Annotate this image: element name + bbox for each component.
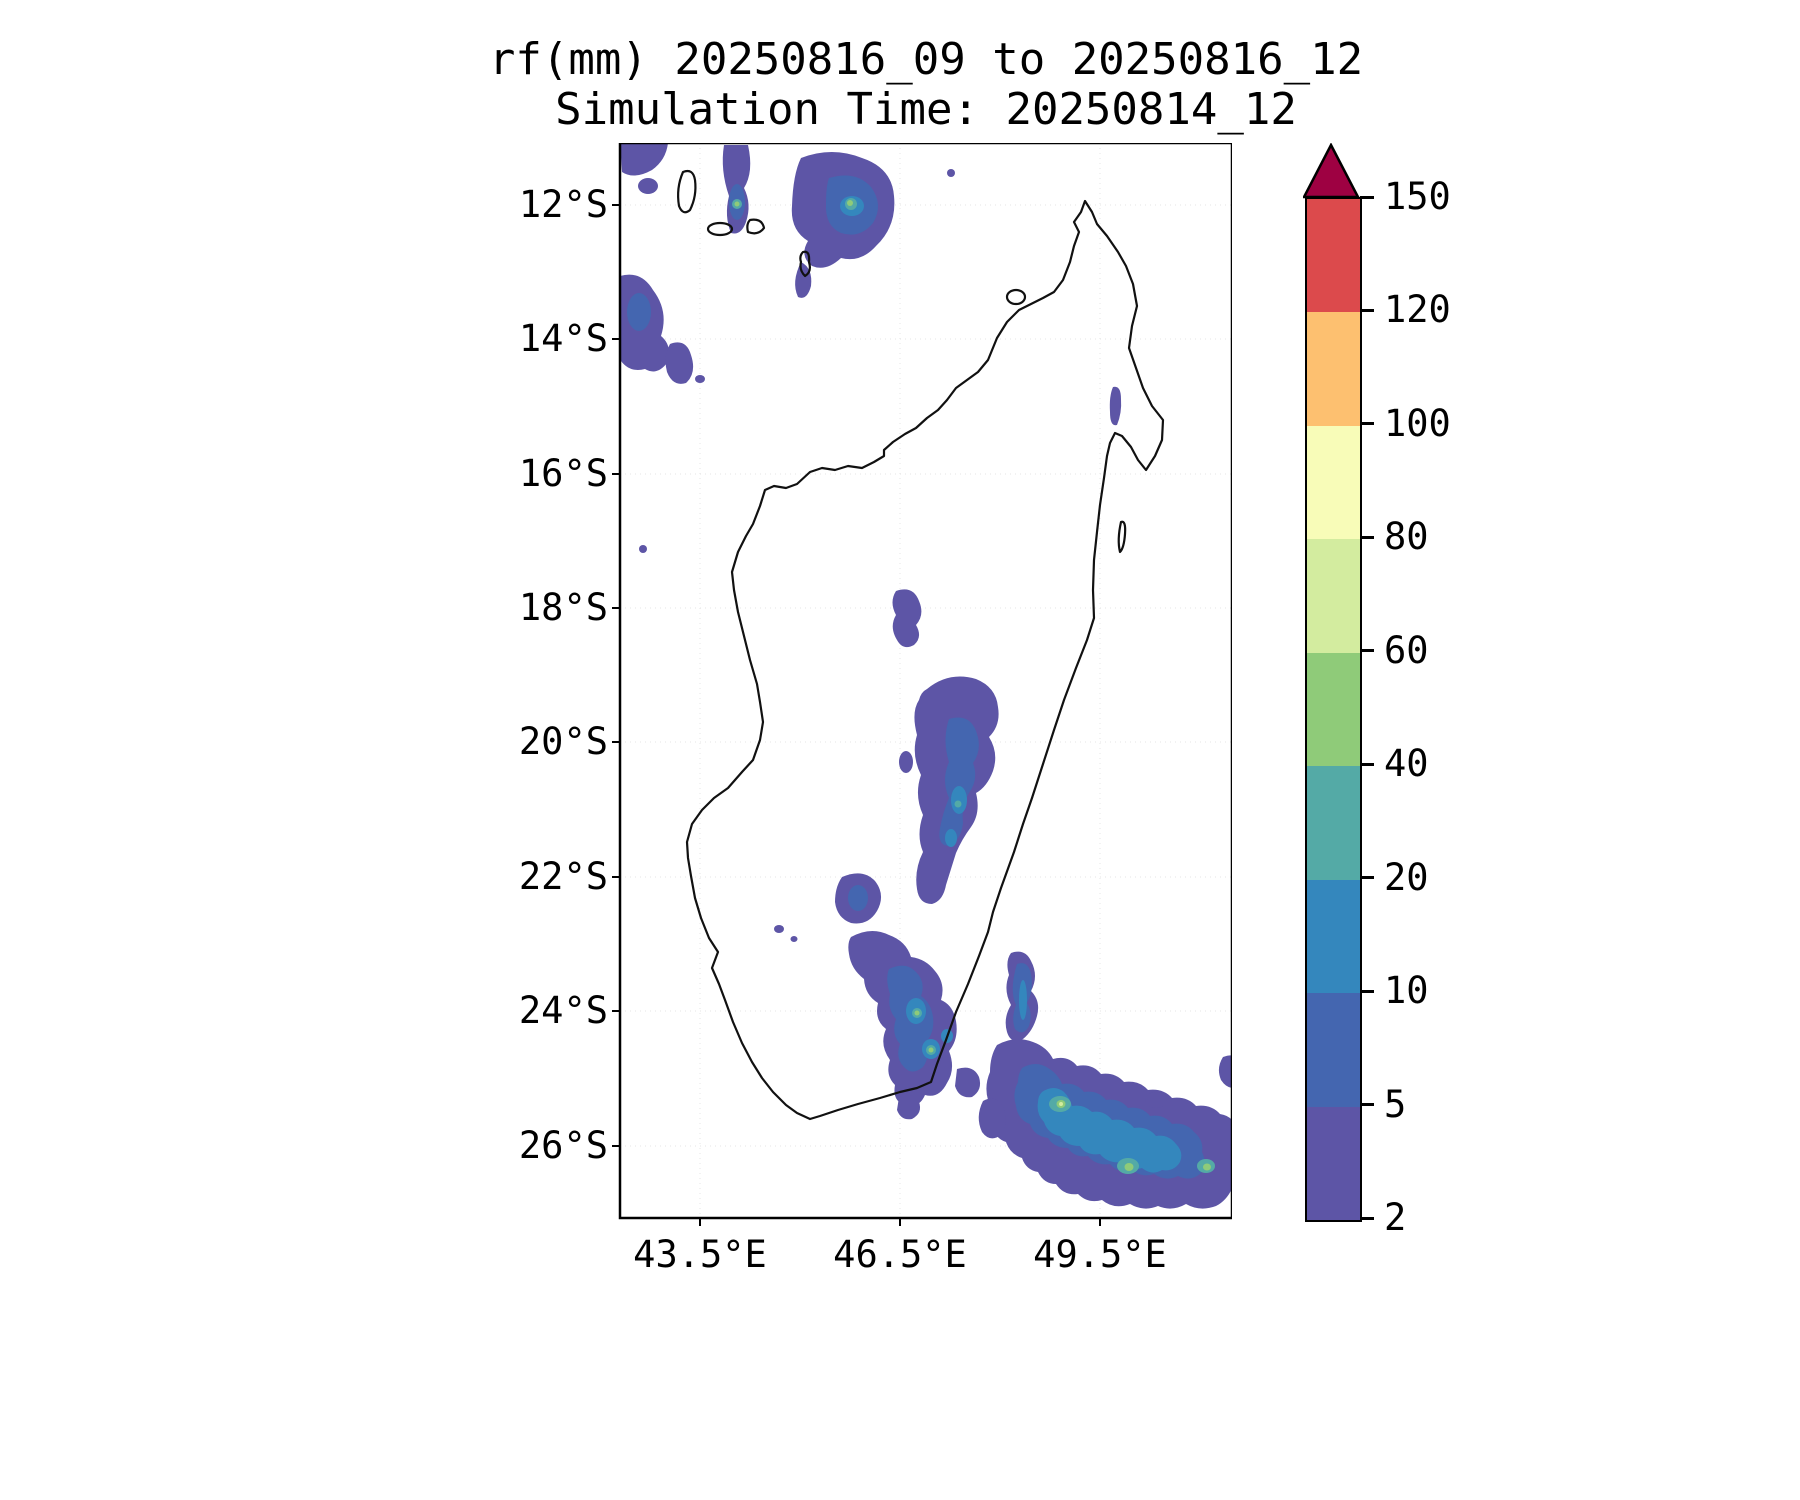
y-tick-label: 20°S [518, 720, 608, 763]
colorbar-tick [1360, 989, 1374, 993]
y-tick-label: 18°S [518, 586, 608, 629]
rain-sw-blob-5 [848, 885, 868, 911]
rain-highlands-10a [951, 786, 967, 814]
x-tick-label: 46.5°E [833, 1233, 967, 1276]
rain-south-tail [897, 1094, 921, 1120]
colorbar-tick-label: 40 [1384, 742, 1429, 786]
colorbar-segment-2-5 [1307, 1106, 1360, 1220]
y-tick-label: 14°S [518, 317, 608, 360]
rain-se-arm-10 [1019, 980, 1027, 1020]
colorbar-tick-label: 60 [1384, 628, 1429, 672]
colorbar-tick-label: 2 [1384, 1196, 1407, 1239]
colorbar-tick [1360, 308, 1374, 312]
colorbar-segment-120-150 [1307, 199, 1360, 313]
colorbar-tick-label: 150 [1384, 175, 1451, 218]
moheli-island [706, 221, 734, 237]
colorbar-segment-60-80 [1307, 539, 1360, 653]
colorbar-tick [1360, 195, 1374, 199]
rain-south-tail-e [955, 1067, 981, 1098]
rain-west-speck [695, 375, 705, 383]
plot-title: rf(mm) 20250816_09 to 20250816_12 [488, 34, 1364, 85]
rain-west-edge-5 [627, 293, 651, 331]
rain-highlands-west [899, 751, 913, 773]
rain-north-tail [795, 262, 812, 298]
colorbar-tick [1360, 422, 1374, 426]
x-tick-label: 43.5°E [633, 1233, 767, 1276]
rain-north-blob-40 [847, 200, 853, 206]
colorbar-tick-label: 100 [1384, 401, 1451, 445]
mayotte-island [799, 250, 811, 278]
colorbar-over-arrow [1303, 143, 1360, 199]
rain-inland-small [892, 589, 922, 648]
rain-comoro-band-40 [734, 201, 740, 207]
x-tick-label: 49.5°E [1033, 1233, 1167, 1276]
colorbar-tick-label: 20 [1384, 855, 1429, 899]
rain-se-40c [1203, 1163, 1211, 1171]
y-tick-label: 16°S [518, 452, 608, 495]
madagascar-coastline [685, 199, 1165, 1121]
colorbar-tick-label: 5 [1384, 1082, 1407, 1126]
rain-highlands-band-5 [939, 717, 979, 846]
colorbar [1305, 197, 1362, 1222]
plot-border [618, 143, 1232, 1220]
colorbar-tick [1360, 762, 1374, 766]
rain-nw-corner [620, 143, 668, 176]
colorbar-segment-20-40 [1307, 766, 1360, 880]
colorbar-segment-40-60 [1307, 652, 1360, 767]
rain-south-40b [928, 1047, 934, 1053]
rain-necoast-sliver [1109, 386, 1122, 426]
rain-sw-speck-b [790, 936, 798, 942]
axis-ticks [612, 204, 1101, 1226]
y-tick-label: 22°S [518, 855, 608, 898]
anjouan-island [746, 218, 766, 235]
nosy-be-island [1005, 288, 1027, 306]
rain-highlands-10b [945, 829, 957, 847]
coastlines [677, 169, 1165, 1121]
colorbar-segment-80-100 [1307, 425, 1360, 540]
colorbar-tick-label: 10 [1384, 969, 1429, 1013]
colorbar-segment-100-120 [1307, 312, 1360, 426]
rainfall-contours [620, 143, 1232, 1209]
map-plot [612, 143, 1232, 1226]
colorbar-tick-label: 120 [1384, 288, 1451, 332]
y-tick-label: 24°S [518, 989, 608, 1032]
y-tick-label: 12°S [518, 183, 608, 226]
rain-se-60a [1059, 1102, 1063, 1106]
rain-west-edge-2 [665, 342, 694, 384]
colorbar-segment-5-10 [1307, 993, 1360, 1107]
rain-speck-ne [947, 169, 955, 177]
sainte-marie-island [1117, 520, 1127, 554]
rain-se-edge [1218, 1055, 1232, 1088]
rain-se-small [1145, 1092, 1167, 1108]
colorbar-tick-label: 80 [1384, 515, 1429, 559]
rain-highlands-20 [954, 800, 962, 808]
rain-se-40b [1124, 1163, 1134, 1171]
rain-nw-corner-2 [638, 178, 658, 194]
rain-se-band-10 [1037, 1088, 1182, 1173]
grande-comore-island [677, 169, 697, 214]
colorbar-tick [1360, 876, 1374, 880]
y-tick-label: 26°S [518, 1124, 608, 1167]
rain-south-40a [914, 1010, 920, 1016]
colorbar-tick [1360, 1103, 1374, 1107]
rain-se-left-blob [978, 1098, 1006, 1139]
plot-subtitle: Simulation Time: 20250814_12 [555, 84, 1297, 135]
colorbar-tick [1360, 535, 1374, 539]
rain-sw-speck-a [774, 925, 784, 933]
colorbar-tick [1360, 649, 1374, 653]
colorbar-segment-10-20 [1307, 879, 1360, 994]
rain-channel-speck [639, 545, 647, 553]
colorbar-tick [1360, 1216, 1374, 1220]
